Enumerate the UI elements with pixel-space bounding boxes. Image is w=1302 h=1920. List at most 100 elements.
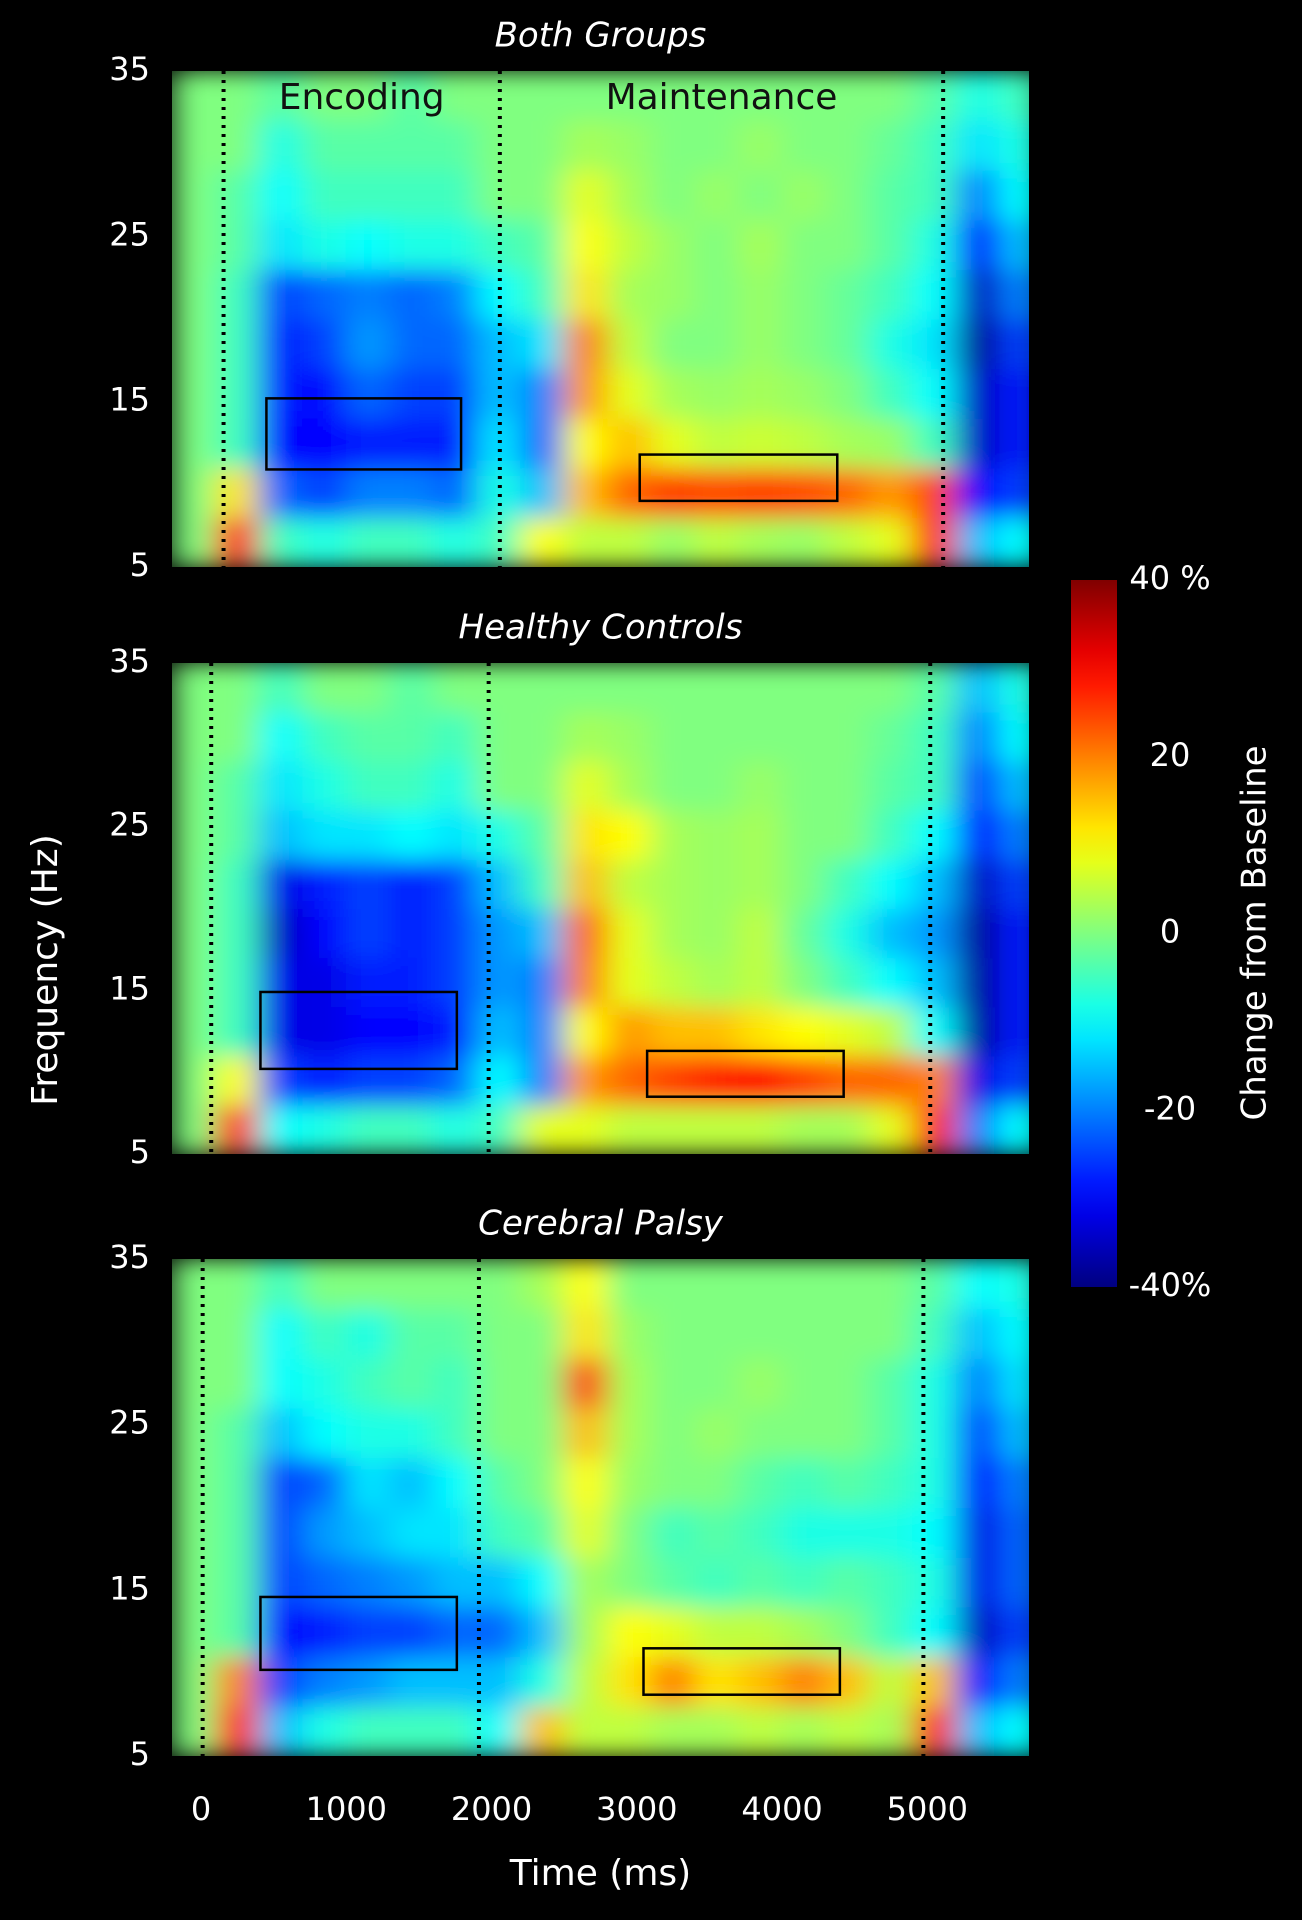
heatmap-cell <box>389 1357 434 1409</box>
heatmap-cell <box>476 760 522 811</box>
heatmap-cell <box>563 1507 609 1558</box>
heatmap-cell <box>650 1705 696 1756</box>
heatmap-cell <box>607 1705 652 1756</box>
heatmap-cell <box>999 219 1029 270</box>
heatmap-cell <box>432 1259 478 1310</box>
heatmap-cell <box>563 957 609 1008</box>
heatmap-cell <box>345 318 391 370</box>
heatmap-cell <box>912 169 957 221</box>
heatmap-cell <box>999 760 1029 811</box>
heatmap-cell <box>955 1055 1001 1106</box>
heatmap-cell <box>302 858 347 909</box>
heatmap-cell <box>955 219 1001 270</box>
heatmap-cell <box>868 1006 914 1057</box>
heatmap-cell <box>389 1656 434 1707</box>
heatmap-cell <box>476 1055 522 1106</box>
heatmap-cell <box>955 957 1001 1008</box>
heatmap-cell <box>694 268 739 320</box>
heatmap-cell <box>607 760 652 811</box>
heatmap-cell <box>955 1457 1001 1508</box>
heatmap-cell <box>258 1656 304 1707</box>
panel-title: Healthy Controls <box>459 608 743 648</box>
heatmap-cell <box>868 1507 914 1558</box>
heatmap-cell <box>563 711 609 762</box>
heatmap-cell <box>650 516 696 567</box>
heatmap-cell <box>781 957 827 1008</box>
heatmap-cell <box>912 1308 957 1359</box>
heatmap-cell <box>389 1556 434 1608</box>
heatmap-cell <box>955 1357 1001 1409</box>
heatmap-cell <box>781 1407 827 1459</box>
heatmap-cell <box>650 268 696 320</box>
heatmap-cell <box>215 760 260 811</box>
heatmap-cell <box>172 71 217 122</box>
heatmap-cell <box>432 467 478 518</box>
heatmap-cell <box>258 1705 304 1756</box>
heatmap-cell <box>737 120 783 171</box>
heatmap-cell <box>825 467 870 518</box>
heatmap-cell <box>650 1656 696 1707</box>
heatmap <box>172 1259 1029 1756</box>
heatmap-cell <box>868 1259 914 1310</box>
heatmap-cell <box>258 467 304 518</box>
heatmap-cell <box>781 908 827 959</box>
heatmap-cell <box>955 1556 1001 1608</box>
heatmap-cell <box>868 1407 914 1459</box>
heatmap-cell <box>432 1104 478 1154</box>
heatmap-cell <box>432 318 478 370</box>
heatmap-cell <box>302 516 347 567</box>
x-axis-label: Time (ms) <box>509 1853 691 1894</box>
plot-area <box>172 1259 1029 1756</box>
heatmap-cell <box>737 1705 783 1756</box>
heatmap-cell <box>302 1055 347 1106</box>
heatmap-cell <box>563 809 609 860</box>
heatmap-cell <box>172 908 217 959</box>
heatmap-cell <box>345 663 391 713</box>
heatmap-cell <box>258 1055 304 1106</box>
heatmap-cell <box>563 1357 609 1409</box>
heatmap-cell <box>520 908 565 959</box>
heatmap-cell <box>476 1259 522 1310</box>
heatmap-cell <box>999 711 1029 762</box>
heatmap-cell <box>345 467 391 518</box>
heatmap-cell <box>432 219 478 270</box>
heatmap-cell <box>868 318 914 370</box>
heatmap-cell <box>345 1259 391 1310</box>
colorbar-tick-label: 20 <box>1150 736 1191 774</box>
heatmap-cell <box>999 368 1029 419</box>
heatmap-cell <box>520 858 565 909</box>
heatmap-cell <box>607 1556 652 1608</box>
heatmap-cell <box>520 1357 565 1409</box>
heatmap-cell <box>432 1556 478 1608</box>
heatmap-cell <box>215 1259 260 1310</box>
heatmap-cell <box>389 1705 434 1756</box>
heatmap-cell <box>302 663 347 713</box>
heatmap-cell <box>737 858 783 909</box>
heatmap-cell <box>345 1507 391 1558</box>
heatmap-cell <box>825 1104 870 1154</box>
heatmap-cell <box>215 908 260 959</box>
heatmap-cell <box>781 760 827 811</box>
heatmap-cell <box>215 663 260 713</box>
heatmap-cell <box>432 169 478 221</box>
y-tick-label: 5 <box>130 1735 150 1773</box>
heatmap-cell <box>520 467 565 518</box>
heatmap-cell <box>912 1104 957 1154</box>
roi-box <box>638 453 839 503</box>
heatmap-cell <box>694 169 739 221</box>
y-axis-label: Frequency (Hz) <box>25 834 66 1105</box>
heatmap-cell <box>432 516 478 567</box>
heatmap-cell <box>476 1308 522 1359</box>
heatmap-cell <box>650 1357 696 1409</box>
heatmap-cell <box>694 1006 739 1057</box>
heatmap-cell <box>607 858 652 909</box>
heatmap-cell <box>476 1507 522 1558</box>
heatmap-cell <box>432 908 478 959</box>
heatmap-cell <box>781 1705 827 1756</box>
heatmap-cell <box>215 1507 260 1558</box>
heatmap-cell <box>868 368 914 419</box>
heatmap-cell <box>389 516 434 567</box>
roi-box <box>265 397 463 471</box>
heatmap-cell <box>563 1705 609 1756</box>
